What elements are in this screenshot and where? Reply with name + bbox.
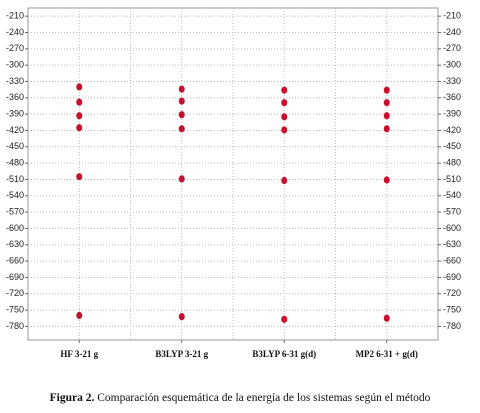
y2-tick-label: -420 bbox=[443, 125, 461, 135]
point bbox=[178, 111, 185, 119]
point bbox=[383, 125, 390, 133]
y-tick-label: -720 bbox=[6, 288, 24, 298]
y-tick-label: -480 bbox=[6, 157, 24, 167]
y-tick-label: -270 bbox=[6, 43, 24, 53]
y-tick-label: -660 bbox=[6, 255, 24, 265]
point bbox=[383, 314, 390, 322]
y-tick-label: -780 bbox=[6, 321, 24, 331]
point bbox=[383, 99, 390, 107]
y2-tick-label: -750 bbox=[443, 304, 461, 314]
caption: Figura 2. Comparación esquemática de la … bbox=[50, 392, 431, 404]
point bbox=[76, 112, 83, 120]
y-tick-label: -360 bbox=[6, 92, 24, 102]
y2-tick-label: -390 bbox=[443, 109, 461, 119]
y-tick-label: -600 bbox=[6, 223, 24, 233]
point bbox=[76, 124, 83, 132]
y2-tick-label: -780 bbox=[443, 321, 461, 331]
y-tick-label: -390 bbox=[6, 109, 24, 119]
y-tick-label: -630 bbox=[6, 239, 24, 249]
x-tick-label: MP2 6-31 + g(d) bbox=[356, 349, 418, 359]
point bbox=[281, 126, 288, 134]
y2-tick-label: -210 bbox=[443, 11, 461, 21]
y2-tick-label: -540 bbox=[443, 190, 461, 200]
y2-tick-label: -300 bbox=[443, 60, 461, 70]
point bbox=[76, 83, 83, 91]
point bbox=[178, 97, 185, 105]
caption-text: Comparación esquemática de la energía de… bbox=[97, 392, 430, 404]
y2-tick-label: -240 bbox=[443, 27, 461, 37]
point bbox=[178, 175, 185, 183]
y-tick-label: -240 bbox=[6, 27, 24, 37]
y2-tick-label: -480 bbox=[443, 157, 461, 167]
point bbox=[76, 98, 83, 106]
y-tick-label: -210 bbox=[6, 11, 24, 21]
x-tick-label: HF 3-21 g bbox=[60, 349, 98, 359]
y2-tick-label: -330 bbox=[443, 76, 461, 86]
y2-tick-label: -450 bbox=[443, 141, 461, 151]
y-tick-label: -300 bbox=[6, 60, 24, 70]
y-tick-label: -750 bbox=[6, 304, 24, 314]
x-tick-label: B3LYP 3-21 g bbox=[155, 349, 208, 359]
point bbox=[76, 173, 83, 181]
x-tick-label: B3LYP 6-31 g(d) bbox=[252, 349, 316, 359]
point bbox=[383, 112, 390, 120]
point bbox=[281, 176, 288, 185]
y-tick-label: -540 bbox=[6, 190, 24, 200]
point bbox=[281, 86, 288, 94]
point bbox=[281, 315, 288, 323]
y-tick-label: -420 bbox=[6, 125, 24, 135]
point bbox=[178, 312, 185, 321]
y2-tick-label: -660 bbox=[443, 255, 461, 265]
y-tick-label: -450 bbox=[6, 141, 24, 151]
point bbox=[76, 311, 83, 320]
point bbox=[281, 113, 288, 121]
y2-tick-label: -510 bbox=[443, 174, 461, 184]
point bbox=[178, 125, 185, 133]
y2-tick-label: -690 bbox=[443, 272, 461, 282]
point bbox=[383, 176, 390, 184]
y2-tick-label: -630 bbox=[443, 239, 461, 249]
point bbox=[383, 86, 390, 94]
y2-tick-label: -270 bbox=[443, 43, 461, 53]
y2-tick-label: -600 bbox=[443, 223, 461, 233]
caption-label: Figura 2. bbox=[50, 392, 95, 404]
point bbox=[281, 99, 288, 107]
y2-tick-label: -360 bbox=[443, 92, 461, 102]
point bbox=[178, 85, 185, 93]
y-tick-label: -690 bbox=[6, 272, 24, 282]
y2-tick-label: -720 bbox=[443, 288, 461, 298]
y2-tick-label: -570 bbox=[443, 206, 461, 216]
y-tick-label: -570 bbox=[6, 206, 24, 216]
y-tick-label: -510 bbox=[6, 174, 24, 184]
y-tick-label: -330 bbox=[6, 76, 24, 86]
